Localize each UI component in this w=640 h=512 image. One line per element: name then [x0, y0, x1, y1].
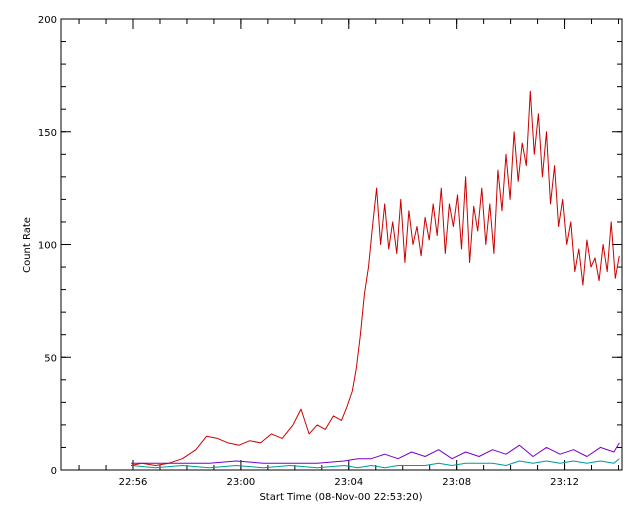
y-tick-label: 100 [38, 241, 57, 252]
y-axis-ticks: 0 50 100 150 200 [38, 15, 622, 477]
x-tick-label: 23:00 [226, 477, 255, 488]
y-tick-label: 50 [44, 353, 57, 364]
x-axis-ticks: 22:56 23:00 23:04 23:08 23:12 [78, 19, 619, 488]
series-line-2 [131, 458, 620, 469]
x-tick-label: 23:12 [550, 477, 579, 488]
series-layer [130, 90, 620, 469]
x-axis-label: Start Time (08-Nov-00 22:53:20) [259, 492, 422, 503]
series-line-1 [131, 442, 620, 464]
plot-frame [60, 18, 623, 471]
y-tick-label: 200 [38, 15, 57, 26]
y-tick-label: 150 [38, 128, 57, 139]
y-tick-label: 0 [51, 466, 57, 477]
x-tick-label: 23:04 [334, 477, 363, 488]
x-tick-label: 22:56 [119, 477, 148, 488]
y-axis-label: Count Rate [22, 217, 33, 273]
x-tick-label: 23:08 [442, 477, 471, 488]
series-line-0 [130, 90, 620, 466]
